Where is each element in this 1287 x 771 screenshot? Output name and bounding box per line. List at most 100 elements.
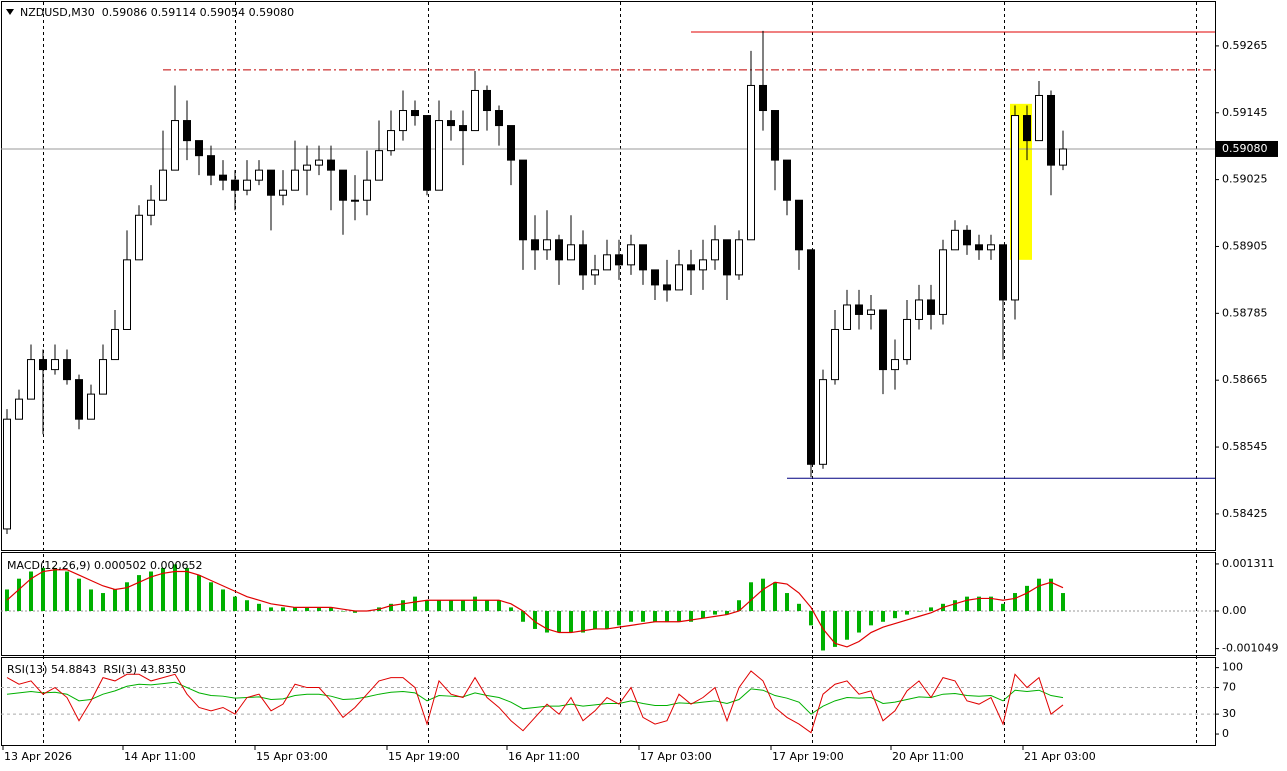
macd-bar — [185, 567, 189, 611]
macd-bar — [269, 607, 273, 611]
candle-body — [207, 155, 215, 176]
candle-body — [339, 169, 347, 201]
candle-body — [315, 159, 323, 166]
macd-bar — [677, 610, 681, 622]
macd-bar — [893, 610, 897, 619]
candle-body — [507, 125, 515, 161]
macd-bar — [53, 567, 57, 611]
macd-bar — [653, 610, 657, 622]
macd-bar — [305, 607, 309, 611]
macd-bar — [797, 603, 801, 611]
candle-body — [471, 89, 479, 132]
macd-bar — [293, 607, 297, 611]
macd-bar — [209, 582, 213, 611]
last-price-label: 0.59080 — [1222, 142, 1268, 155]
rsi-panel — [1, 657, 1216, 746]
y-tick-label: 0.58545 — [1222, 440, 1268, 453]
candle-body — [759, 84, 767, 112]
candle-body — [399, 110, 407, 132]
rsi-line — [6, 681, 1064, 715]
candle-body — [123, 259, 131, 330]
macd-bar — [929, 607, 933, 611]
candle-body — [651, 269, 659, 286]
x-tick-label: 13 Apr 2026 — [4, 750, 72, 763]
candle-body — [219, 174, 227, 181]
macd-bar — [1001, 603, 1005, 611]
macd-bar — [965, 596, 969, 611]
macd-bar — [845, 610, 849, 640]
candle-body — [747, 84, 755, 241]
macd-bar — [821, 610, 825, 651]
macd-bar — [593, 610, 597, 629]
candle-body — [639, 244, 647, 271]
macd-bar — [545, 610, 549, 633]
x-tick-label: 21 Apr 03:00 — [1024, 750, 1096, 763]
candle-body — [519, 159, 527, 241]
macd-bar — [173, 564, 177, 611]
candle-body — [291, 169, 299, 191]
macd-bar — [977, 596, 981, 611]
candle-body — [351, 199, 359, 202]
macd-bar — [1025, 585, 1029, 611]
macd-panel — [1, 552, 1216, 656]
candle-body — [603, 254, 611, 271]
y-tick-label: 0.00 — [1222, 604, 1247, 617]
candle-body — [591, 269, 599, 276]
macd-bar — [809, 610, 813, 626]
candle-body — [135, 214, 143, 261]
macd-bar — [509, 607, 513, 611]
candle-body — [363, 179, 371, 201]
candle-body — [195, 140, 203, 157]
macd-bar — [857, 610, 861, 633]
candle-body — [951, 229, 959, 251]
macd-bar — [533, 610, 537, 629]
candle-body — [963, 229, 971, 246]
candle-body — [1047, 94, 1055, 166]
macd-bar — [137, 575, 141, 611]
candle-body — [459, 125, 467, 132]
candle-body — [579, 244, 587, 276]
macd-bar — [917, 610, 921, 612]
candle-body — [87, 393, 95, 420]
candle-body — [879, 309, 887, 371]
macd-bar — [737, 600, 741, 611]
candle-body — [795, 199, 803, 251]
x-tick-label: 17 Apr 19:00 — [772, 750, 844, 763]
macd-bar — [389, 603, 393, 611]
rsi-title: RSI(13) 54.8843 RSI(3) 43.8350 — [7, 663, 186, 676]
macd-bar — [497, 600, 501, 611]
candle-body — [15, 398, 23, 420]
macd-bar — [245, 600, 249, 611]
macd-bar — [461, 600, 465, 611]
macd-bar — [905, 610, 909, 615]
macd-bar — [521, 610, 525, 622]
candle-body — [903, 318, 911, 361]
macd-bar — [65, 571, 69, 611]
macd-bar — [425, 600, 429, 611]
macd-bar — [233, 596, 237, 611]
macd-bar — [833, 610, 837, 647]
y-tick-label: 0.59145 — [1222, 106, 1268, 119]
candle-body — [723, 239, 731, 276]
x-tick-label: 15 Apr 03:00 — [256, 750, 328, 763]
macd-bar — [317, 607, 321, 611]
candle-body — [531, 239, 539, 251]
y-tick-label: 0.58665 — [1222, 373, 1268, 386]
candle-body — [147, 199, 155, 216]
last-price-box — [1216, 140, 1278, 157]
macd-bar — [785, 593, 789, 611]
candle-body — [675, 264, 683, 291]
candle-body — [699, 259, 707, 271]
macd-bar — [701, 610, 705, 619]
y-tick-label: -0.001049 — [1222, 642, 1278, 655]
candle-body — [975, 244, 983, 251]
y-tick-label: 0 — [1222, 727, 1229, 740]
candle-body — [615, 254, 623, 266]
candle-body — [279, 189, 287, 196]
candle-body — [915, 299, 923, 320]
macd-bar — [341, 610, 345, 612]
candle-body — [663, 284, 671, 291]
candle-body — [243, 179, 251, 191]
macd-bar — [113, 589, 117, 611]
